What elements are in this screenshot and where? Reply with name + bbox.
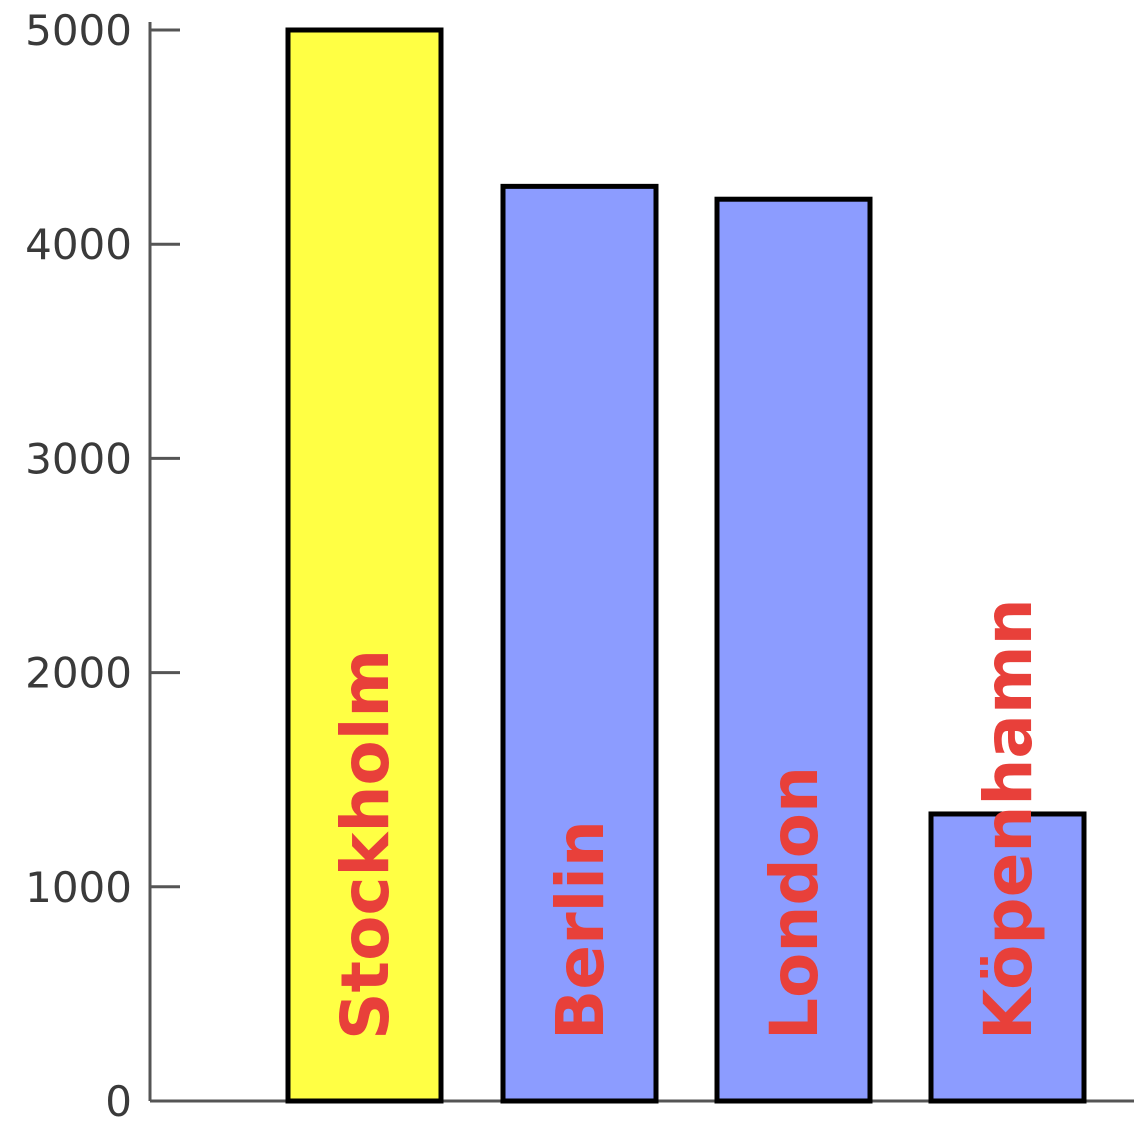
y-tick-label: 5000: [25, 6, 132, 55]
bar-stockholm: [285, 27, 444, 1104]
bar-berlin: [500, 183, 659, 1104]
bars: [285, 27, 1087, 1104]
y-tick-label: 3000: [25, 434, 132, 483]
bar-labels: Stockholm Berlin London Köpenhamn: [327, 598, 1047, 1040]
y-axis: 0 1000 2000 3000 4000 5000: [25, 6, 1134, 1124]
y-tick-label: 2000: [25, 649, 132, 698]
y-tick-label: 1000: [25, 863, 132, 912]
bar-london: [714, 196, 873, 1104]
category-label: London: [756, 766, 833, 1040]
y-tick-label: 0: [105, 1077, 132, 1124]
category-label: Berlin: [542, 820, 619, 1040]
y-tick-label: 4000: [25, 220, 132, 269]
category-label: Stockholm: [327, 649, 404, 1040]
category-label: Köpenhamn: [970, 598, 1047, 1040]
bar-kpenhamn: [928, 811, 1087, 1104]
